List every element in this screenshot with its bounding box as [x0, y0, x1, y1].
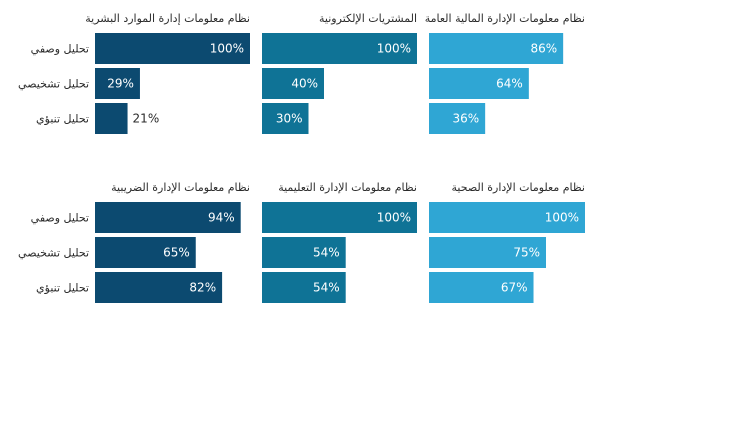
category-label: تحليل تنبؤي: [36, 282, 89, 295]
data-label: 29%: [107, 77, 134, 91]
panel-title: نظام معلومات إدارة الموارد البشرية: [85, 12, 250, 25]
data-label: 100%: [545, 211, 579, 225]
bar: [262, 103, 309, 134]
bar: [429, 272, 534, 303]
bar: [429, 68, 529, 99]
bar: [262, 68, 324, 99]
bar: [95, 237, 196, 268]
bar: [262, 202, 417, 233]
bar: [429, 202, 585, 233]
bar: [95, 103, 128, 134]
data-label: 82%: [189, 281, 216, 295]
bar: [262, 272, 346, 303]
data-label: 75%: [513, 246, 540, 260]
category-label: تحليل تشخيصي: [18, 247, 89, 260]
data-label: 65%: [163, 246, 190, 260]
data-label: 40%: [291, 77, 318, 91]
panel-title: نظام معلومات الإدارة الضريبية: [111, 181, 250, 194]
bar: [262, 33, 417, 64]
category-label: تحليل تشخيصي: [18, 78, 89, 91]
data-label: 36%: [452, 112, 479, 126]
bar: [429, 103, 486, 134]
panel-title: نظام معلومات الإدارة المالية العامة: [425, 12, 585, 25]
bar: [429, 237, 546, 268]
data-label: 30%: [276, 112, 303, 126]
data-label: 67%: [501, 281, 528, 295]
data-label: 86%: [530, 42, 557, 56]
data-label: 100%: [377, 211, 411, 225]
bar: [429, 33, 564, 64]
bar: [95, 202, 241, 233]
bar: [95, 272, 223, 303]
data-label: 64%: [496, 77, 523, 91]
data-label: 54%: [313, 281, 340, 295]
data-label: 21%: [133, 112, 160, 126]
data-label: 100%: [210, 42, 244, 56]
category-label: تحليل تنبؤي: [36, 113, 89, 126]
category-label: تحليل وصفي: [31, 43, 89, 56]
data-label: 54%: [313, 246, 340, 260]
panel-title: نظام معلومات الإدارة الصحية: [452, 181, 585, 194]
panel-title: المشتريات الإلكترونية: [319, 12, 417, 25]
panel-title: نظام معلومات الإدارة التعليمية: [278, 181, 417, 194]
data-label: 100%: [377, 42, 411, 56]
category-label: تحليل وصفي: [31, 212, 89, 225]
bar: [95, 33, 250, 64]
bar: [262, 237, 346, 268]
bar: [95, 68, 140, 99]
data-label: 94%: [208, 211, 235, 225]
